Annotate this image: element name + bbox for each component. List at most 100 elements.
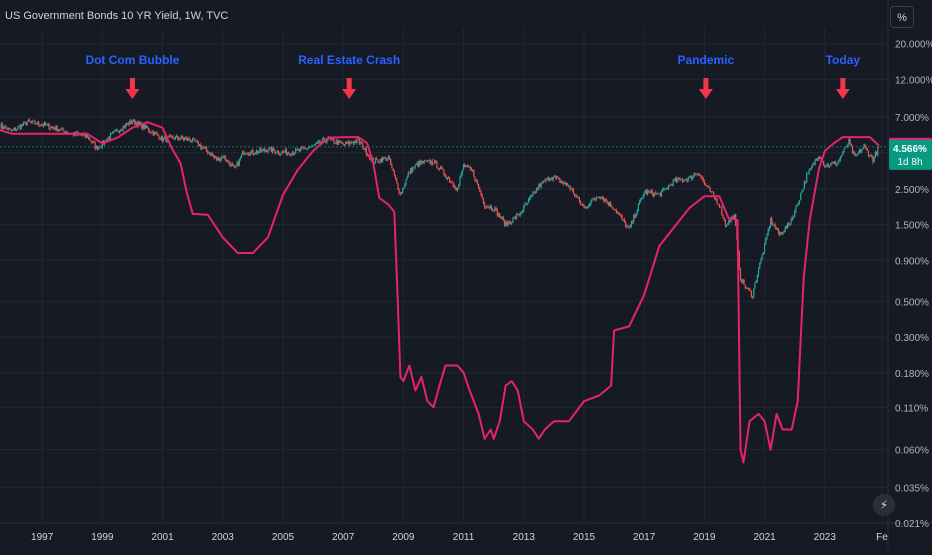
candle-body: [682, 180, 685, 182]
candle-body: [543, 180, 545, 183]
candle-body: [479, 188, 481, 192]
candle-body: [456, 188, 459, 190]
candle-body: [292, 152, 294, 154]
candle-body: [192, 137, 194, 142]
annotation-arrow-icon: [835, 89, 850, 99]
candle-body: [648, 190, 650, 192]
candle-body: [434, 160, 436, 164]
candle-body: [120, 130, 122, 131]
candle-body: [450, 181, 452, 183]
candle-body: [505, 221, 507, 226]
candle-body: [380, 159, 382, 163]
candle-body: [112, 132, 114, 134]
candle-body: [332, 137, 334, 140]
candle-body: [875, 152, 878, 155]
annotation-arrow-shaft: [129, 78, 135, 89]
candle-body: [597, 197, 599, 198]
candle-body: [519, 213, 521, 216]
candle-body: [195, 140, 197, 142]
candle-body: [57, 130, 59, 132]
candle-body: [303, 147, 305, 149]
candle-body: [650, 190, 652, 193]
candle-body: [761, 254, 763, 259]
lightning-icon[interactable]: ⚡: [873, 494, 895, 516]
candle-body: [800, 193, 802, 201]
candle-body: [412, 167, 414, 173]
candle-body: [655, 192, 657, 194]
candle-body: [665, 188, 667, 189]
candle-body: [553, 176, 555, 178]
candle-body: [240, 154, 243, 158]
candle-body: [385, 157, 387, 161]
candle-body: [584, 206, 586, 208]
candle-body: [179, 138, 181, 140]
candle-body: [484, 203, 486, 208]
candle-body: [418, 160, 421, 166]
candle-body: [530, 196, 532, 198]
candle-body: [794, 211, 796, 218]
candle-body: [443, 169, 445, 175]
candle-body: [452, 182, 454, 186]
x-tick-label: 2017: [633, 532, 656, 543]
candle-body: [137, 121, 139, 127]
candle-body: [812, 163, 814, 167]
candle-body: [223, 156, 225, 158]
x-tick-label: 2005: [272, 532, 295, 543]
candle-body: [664, 188, 666, 190]
candle-body: [26, 122, 28, 126]
candle-body: [607, 202, 609, 206]
candle-body: [400, 193, 403, 195]
candle-body: [108, 137, 110, 140]
candle-body: [271, 148, 274, 153]
candle-body: [540, 182, 542, 188]
candle-body: [545, 178, 547, 182]
scale-toggle-button[interactable]: %: [890, 6, 914, 28]
candle-body: [6, 128, 8, 130]
candle-body: [234, 165, 236, 168]
candle-body: [293, 152, 296, 154]
candle-body: [681, 179, 683, 182]
candle-body: [121, 130, 123, 131]
candle-body: [766, 235, 768, 239]
candle-body: [524, 204, 526, 207]
candle-body: [759, 262, 761, 270]
candle-body: [424, 160, 426, 162]
candle-body: [404, 184, 406, 188]
candle-body: [12, 129, 14, 131]
candle-body: [218, 157, 220, 161]
candle-body: [196, 140, 198, 142]
annotation-label: Today: [826, 53, 861, 67]
candle-body: [20, 124, 22, 129]
candle-body: [870, 154, 872, 156]
y-tick-label: 0.035%: [895, 483, 929, 494]
candle-body: [470, 168, 473, 171]
candle-body: [186, 137, 188, 141]
candle-body: [202, 146, 204, 148]
annotation-label: Pandemic: [678, 53, 735, 67]
candle-body: [788, 223, 790, 225]
candle-body: [27, 119, 29, 123]
candle-body: [190, 141, 193, 142]
candle-body: [209, 152, 211, 156]
candle-body: [39, 124, 41, 126]
candle-body: [425, 160, 428, 162]
candle-body: [827, 164, 829, 167]
candle-body: [21, 124, 24, 126]
candle-body: [230, 163, 232, 167]
candle-body: [306, 148, 308, 150]
candle-body: [713, 192, 715, 196]
candle-body: [296, 148, 298, 150]
candle-body: [841, 155, 843, 157]
candle-body: [335, 140, 337, 144]
x-tick-label: 1999: [91, 532, 114, 543]
candle-body: [464, 164, 466, 167]
candle-body: [520, 212, 522, 214]
candle-body: [728, 219, 730, 225]
candle-body: [490, 205, 493, 210]
candle-body: [49, 128, 51, 129]
annotation-arrow-shaft: [703, 78, 709, 89]
candle-body: [208, 152, 210, 154]
candle-body: [111, 133, 113, 134]
